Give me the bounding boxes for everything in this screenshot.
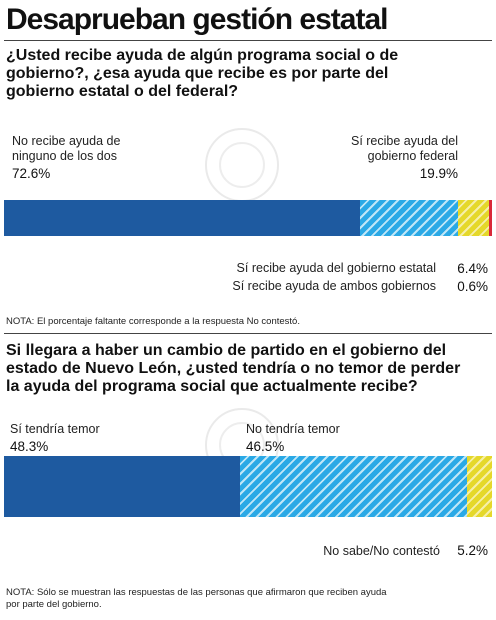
question-2-line-3: la ayuda del programa social que actualm… (6, 378, 418, 395)
value-temor: 48.3% (10, 439, 49, 454)
value-ambos: 0.6% (457, 279, 488, 294)
label-no-recibe-line-1: No recibe ayuda de (12, 134, 121, 148)
value-federal: 19.9% (419, 166, 458, 181)
label-federal: Sí recibe ayuda del gobierno federal (351, 134, 458, 164)
note-2-line-2: por parte del gobierno. (6, 599, 102, 610)
question-2-line-2: estado de Nuevo León, ¿usted tendría o n… (6, 360, 461, 377)
title-divider (4, 40, 492, 41)
label-federal-line-1: Sí recibe ayuda del (350, 134, 458, 148)
bar-segment-no-temor (239, 456, 467, 517)
value-nosabe: 5.2% (457, 543, 488, 558)
question-1-line-1: ¿Usted recibe ayuda de algún programa so… (6, 47, 399, 64)
bar-segment-nosabe (466, 456, 492, 517)
value-no-temor: 46.5% (246, 439, 285, 454)
label-temor: Sí tendría temor (10, 422, 100, 436)
bar-segment-ambos (489, 200, 492, 236)
section-divider (4, 333, 492, 334)
bar-segment-federal (360, 200, 458, 236)
stacked-bar-1 (4, 200, 492, 236)
question-2: Si llegara a haber un cambio de partido … (6, 342, 476, 396)
note-2: NOTA: Sólo se muestran las respuestas de… (6, 587, 476, 611)
bar-segment-no-recibe (4, 200, 361, 236)
watermark-seal (205, 128, 279, 202)
label-no-temor: No tendría temor (246, 422, 340, 436)
label-federal-line-2: gobierno federal (367, 149, 458, 163)
value-estatal: 6.4% (457, 261, 488, 276)
bar-segment-temor (4, 456, 240, 517)
value-no-recibe: 72.6% (12, 166, 51, 181)
question-1-line-2: gobierno?, ¿esa ayuda que recibe es por … (6, 65, 389, 82)
label-no-recibe-line-2: ninguno de los dos (12, 149, 117, 163)
label-nosabe: No sabe/No contestó (323, 544, 440, 558)
stacked-bar-2 (4, 456, 492, 517)
question-1: ¿Usted recibe ayuda de algún programa so… (6, 47, 476, 101)
bar-segment-estatal (457, 200, 490, 236)
label-no-recibe: No recibe ayuda de ninguno de los dos (12, 134, 120, 164)
note-2-line-1: NOTA: Sólo se muestran las respuestas de… (6, 587, 387, 598)
label-ambos: Sí recibe ayuda de ambos gobiernos (232, 279, 436, 293)
note-1: NOTA: El porcentaje faltante corresponde… (6, 316, 300, 327)
question-2-line-1: Si llegara a haber un cambio de partido … (6, 342, 447, 359)
page-title: Desaprueban gestión estatal (6, 3, 388, 36)
label-estatal: Sí recibe ayuda del gobierno estatal (236, 261, 436, 275)
question-1-line-3: gobierno estatal o del federal? (6, 83, 239, 100)
